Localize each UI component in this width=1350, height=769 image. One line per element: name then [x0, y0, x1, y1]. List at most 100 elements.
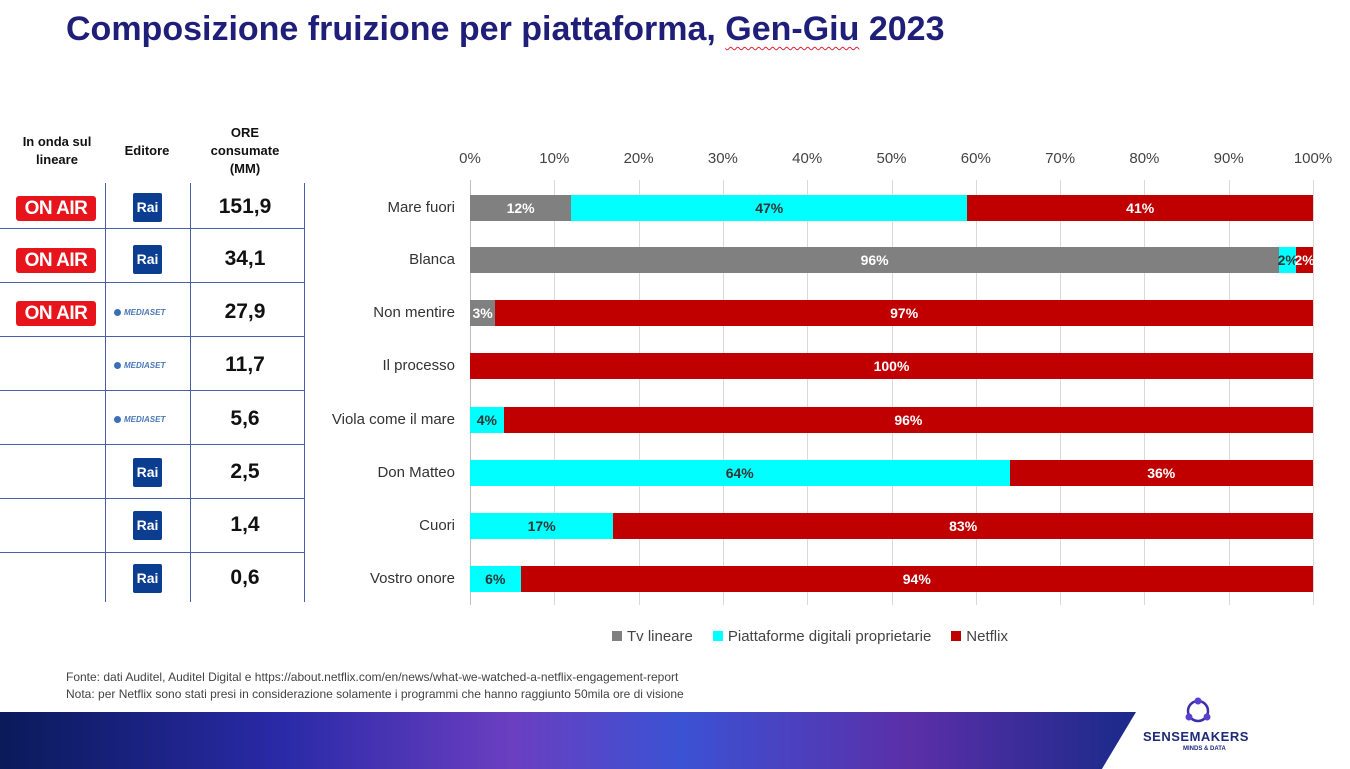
- page-title: Composizione fruizione per piattaforma, …: [66, 10, 944, 49]
- data-label: 17%: [527, 518, 556, 534]
- category-label: Don Matteo: [377, 464, 455, 481]
- rai-logo: Rai: [133, 511, 162, 540]
- x-tick-label: 40%: [792, 150, 823, 167]
- bar-segment: [571, 195, 968, 221]
- bar-segment: [613, 513, 1313, 539]
- title-text: Composizione fruizione per piattaforma,: [66, 10, 726, 48]
- table-column-divider: [105, 183, 106, 602]
- hours-value: 2,5: [230, 460, 260, 483]
- data-label: 96%: [894, 412, 923, 428]
- mediaset-logo-mark: [114, 416, 121, 424]
- gridline: [554, 180, 555, 605]
- mediaset-logo-text: MEDIASET: [124, 308, 166, 317]
- y-axis-line: [470, 180, 471, 605]
- x-tick-label: 0%: [459, 150, 481, 167]
- table-row-divider: [0, 552, 304, 553]
- data-label: 64%: [725, 465, 754, 481]
- mediaset-logo-mark: [114, 362, 121, 370]
- data-label: 47%: [755, 200, 784, 216]
- header-hours: ORE consumate (MM): [210, 125, 280, 176]
- mediaset-logo-text: MEDIASET: [124, 361, 166, 370]
- legend-item: Tv lineare: [612, 628, 693, 645]
- table-row-divider: [0, 390, 304, 391]
- category-label: Blanca: [409, 251, 455, 268]
- on-air-badge: ON AIR: [16, 301, 96, 326]
- netflix-note: Nota: per Netflix sono stati presi in co…: [66, 687, 684, 701]
- x-tick-label: 100%: [1293, 150, 1333, 167]
- table-row-divider: [0, 282, 304, 283]
- bar-segment: [967, 195, 1313, 221]
- bar-segment: [470, 247, 1280, 273]
- data-label: 4%: [476, 412, 497, 428]
- x-tick-label: 10%: [539, 150, 570, 167]
- table-column-divider: [304, 183, 305, 602]
- category-label: Vostro onore: [369, 570, 455, 587]
- legend-label: Netflix: [966, 628, 1008, 645]
- mediaset-logo: MEDIASET: [114, 360, 180, 372]
- gridline: [639, 180, 640, 605]
- bar-segment: [495, 300, 1313, 326]
- data-label: 2%: [1294, 252, 1315, 268]
- mediaset-logo-text: MEDIASET: [124, 415, 166, 424]
- header-on-air: In onda sul lineare: [22, 134, 92, 167]
- rai-logo: Rai: [133, 193, 162, 222]
- data-label: 83%: [949, 518, 978, 534]
- mediaset-logo: MEDIASET: [114, 414, 180, 426]
- table-row-divider: [0, 336, 304, 337]
- category-label: Non mentire: [373, 304, 455, 321]
- bar-segment: [470, 566, 521, 592]
- data-label: 36%: [1147, 465, 1176, 481]
- title-year: 2023: [859, 10, 945, 48]
- source-note: Fonte: dati Auditel, Auditel Digital e h…: [66, 670, 679, 684]
- bar-segment: [470, 513, 614, 539]
- brand-tagline: MINDS & DATA: [1183, 746, 1226, 752]
- x-tick-label: 90%: [1213, 150, 1244, 167]
- x-tick-label: 50%: [876, 150, 907, 167]
- table-row-divider: [0, 228, 304, 229]
- data-label: 3%: [472, 305, 493, 321]
- gridline: [807, 180, 808, 605]
- hours-value: 27,9: [224, 300, 266, 323]
- bar-segment: [1009, 460, 1313, 486]
- mediaset-logo-mark: [114, 309, 121, 317]
- title-period: Gen-Giu: [725, 10, 860, 48]
- chart-legend: Tv lineare Piattaforme digitali proprieta…: [612, 628, 1028, 645]
- legend-swatch: [612, 631, 622, 641]
- x-tick-label: 70%: [1045, 150, 1076, 167]
- x-tick-label: 30%: [707, 150, 738, 167]
- hours-value: 5,6: [230, 407, 260, 430]
- hours-value: 0,6: [230, 566, 260, 589]
- legend-item: Piattaforme digitali proprietarie: [712, 628, 931, 645]
- legend-label: Tv lineare: [627, 628, 693, 645]
- legend-item: Netflix: [951, 628, 1008, 645]
- category-label: Mare fuori: [387, 199, 455, 216]
- gridline: [1060, 180, 1061, 605]
- legend-swatch: [951, 631, 962, 641]
- on-air-badge: ON AIR: [16, 248, 96, 273]
- hours-value: 1,4: [230, 513, 260, 536]
- footnotes: Fonte: dati Auditel, Auditel Digital e h…: [66, 669, 684, 703]
- category-label: Cuori: [419, 517, 455, 534]
- bar-segment: [1279, 247, 1297, 273]
- gridline: [1229, 180, 1230, 605]
- brand-name: SENSEMAKERS: [1143, 729, 1249, 744]
- legend-swatch: [712, 631, 723, 641]
- table-column-divider: [190, 183, 191, 602]
- bar-segment: [470, 195, 572, 221]
- rai-logo: Rai: [133, 245, 162, 274]
- data-label: 12%: [506, 200, 535, 216]
- rai-logo: Rai: [133, 458, 162, 487]
- bar-segment: [470, 300, 496, 326]
- gridline: [1144, 180, 1145, 605]
- hours-value: 151,9: [218, 195, 272, 218]
- hours-value: 34,1: [224, 247, 266, 270]
- bar-segment: [1296, 247, 1313, 273]
- gridline: [1313, 180, 1314, 605]
- data-label: 41%: [1126, 200, 1155, 216]
- bar-segment: [503, 407, 1313, 433]
- bar-segment: [470, 353, 1313, 379]
- data-label: 2%: [1277, 252, 1298, 268]
- bar-segment: [470, 460, 1010, 486]
- decorative-banner: [0, 712, 1136, 769]
- category-label: Il processo: [382, 357, 455, 374]
